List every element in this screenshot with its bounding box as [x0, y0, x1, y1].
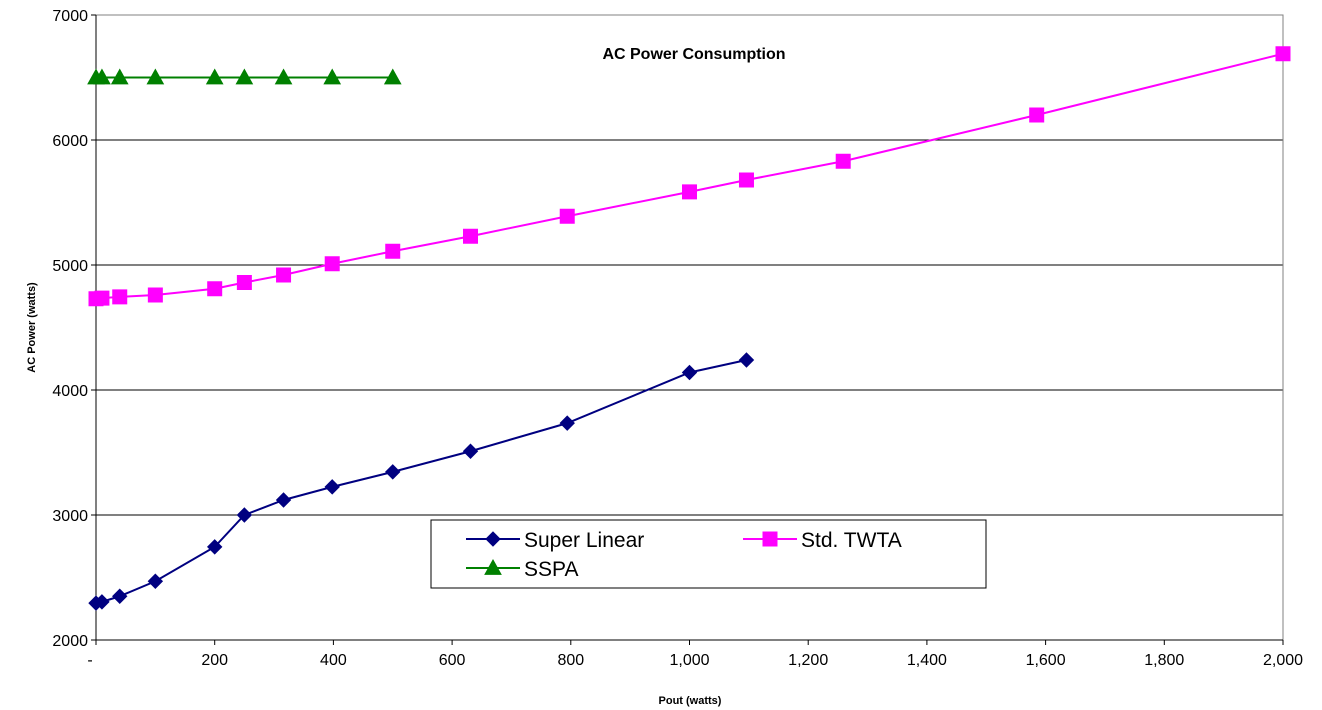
data-point-std-twta	[147, 287, 163, 303]
data-point-std-twta	[462, 228, 478, 244]
legend-label: SSPA	[524, 558, 578, 581]
legend-swatch-marker	[485, 531, 501, 547]
x-tick-label: 800	[557, 652, 584, 669]
data-point-super-linear	[738, 352, 755, 368]
y-tick-label: 6000	[52, 133, 88, 150]
data-point-super-linear	[559, 415, 575, 431]
data-point-sspa	[205, 68, 224, 85]
x-tick-label: 2,000	[1263, 652, 1303, 669]
grid-lines	[96, 139, 1283, 516]
y-tick-label: 3000	[52, 508, 88, 525]
legend-box	[430, 519, 987, 589]
x-axis-title: Pout (watts)	[659, 695, 722, 707]
data-point-sspa	[93, 68, 111, 85]
series-line-std-twta	[95, 52, 1284, 300]
data-point-sspa	[110, 68, 129, 85]
x-tick-label: 400	[320, 652, 347, 669]
data-point-std-twta	[1275, 46, 1291, 62]
legend-label: Super Linear	[524, 529, 644, 552]
x-tick-label: 1,200	[788, 652, 828, 669]
data-point-std-twta	[1029, 107, 1045, 123]
y-tick-label: 2000	[52, 633, 88, 650]
data-point-std-twta	[236, 275, 252, 290]
legend-swatch-marker	[762, 531, 778, 547]
data-point-sspa	[274, 68, 293, 85]
data-point-super-linear	[385, 464, 401, 480]
data-point-super-linear	[112, 588, 128, 604]
data-point-std-twta	[559, 208, 575, 224]
series-sspa	[87, 68, 402, 85]
x-tick-label: 1,000	[669, 652, 709, 669]
y-axis-title: AC Power (watts)	[26, 282, 38, 373]
data-point-super-linear	[462, 443, 479, 459]
data-point-super-linear	[681, 364, 698, 381]
tick-labels: 2000 3000 4000 5000 6000 7000 - 200 400 600 800 1,0…	[52, 8, 1303, 669]
legend: Super Linear Std. TWTA SSPA	[430, 519, 987, 589]
legend-entry-std-twta: Std. TWTA	[743, 529, 902, 552]
x-tick-label: 1,600	[1026, 652, 1066, 669]
legend-entry-sspa: SSPA	[466, 558, 578, 581]
x-tick-label: 1,400	[907, 652, 947, 669]
chart-title: AC Power Consumption	[602, 46, 785, 63]
x-tick-label: 600	[439, 652, 466, 669]
data-point-super-linear	[275, 492, 292, 508]
data-point-sspa	[235, 68, 254, 85]
data-point-std-twta	[835, 153, 851, 169]
series-layer	[87, 46, 1291, 611]
data-point-sspa	[146, 68, 165, 85]
data-point-std-twta	[207, 281, 223, 297]
x-tick-label: -	[87, 652, 92, 669]
legend-label: Std. TWTA	[801, 529, 902, 552]
data-point-super-linear	[206, 539, 223, 555]
data-point-super-linear	[147, 573, 164, 589]
data-point-std-twta	[112, 289, 128, 305]
data-point-sspa	[323, 68, 342, 85]
y-tick-label: 7000	[52, 8, 88, 25]
data-point-super-linear	[94, 594, 110, 610]
x-tick-label: 1,800	[1144, 652, 1184, 669]
data-point-super-linear	[324, 479, 340, 495]
x-tick-label: 200	[201, 652, 228, 669]
data-point-std-twta	[738, 172, 754, 188]
data-point-std-twta	[276, 267, 292, 283]
data-point-super-linear	[236, 507, 253, 523]
legend-entry-super-linear: Super Linear	[466, 529, 644, 552]
series-super-linear	[88, 352, 755, 611]
data-point-std-twta	[324, 256, 340, 272]
legend-swatch-marker	[484, 558, 502, 575]
data-point-sspa	[383, 68, 402, 85]
series-std-twta	[88, 46, 1291, 307]
y-tick-label: 5000	[52, 258, 88, 275]
data-point-std-twta	[385, 243, 401, 259]
data-point-std-twta	[682, 184, 697, 200]
data-point-std-twta	[94, 290, 110, 306]
y-tick-label: 4000	[52, 383, 88, 400]
